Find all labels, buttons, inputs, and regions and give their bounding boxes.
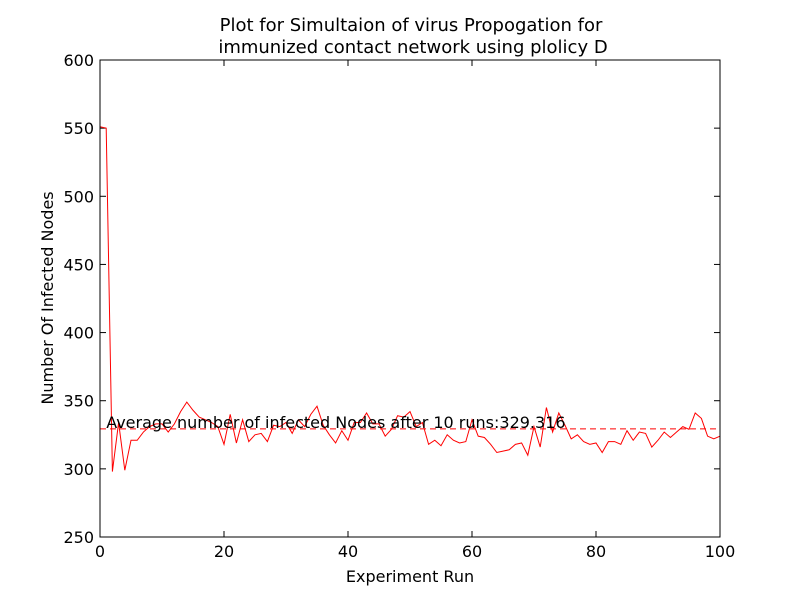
tick-labels: 0 20 40 60 80 100 250 300 350 400 450 500 550 600 [63,51,735,561]
y-tick-label: 550 [63,119,94,138]
x-tick-label: 80 [586,542,606,561]
y-tick-label: 450 [63,255,94,274]
y-tick-label: 250 [63,528,94,547]
chart-subtitle: immunized contact network using plolicy … [218,37,607,58]
y-tick-label: 400 [63,324,94,343]
axis-ticks [99,59,721,538]
y-tick-label: 300 [63,460,94,479]
series-line [99,126,721,472]
y-tick-label: 500 [63,187,94,206]
x-tick-label: 0 [95,542,105,561]
x-tick-label: 60 [462,542,482,561]
x-tick-label: 20 [214,542,234,561]
x-tick-label: 100 [705,542,736,561]
y-axis-label: Number Of Infected Nodes [38,191,57,404]
y-tick-label: 600 [63,51,94,70]
x-tick-label: 40 [338,542,358,561]
average-annotation: Average number of infected Nodes after 1… [106,413,565,432]
chart-title: Plot for Simultaion of virus Propogation… [220,15,603,36]
x-axis-label: Experiment Run [346,567,474,586]
y-tick-label: 350 [63,392,94,411]
plot-frame [99,59,721,538]
